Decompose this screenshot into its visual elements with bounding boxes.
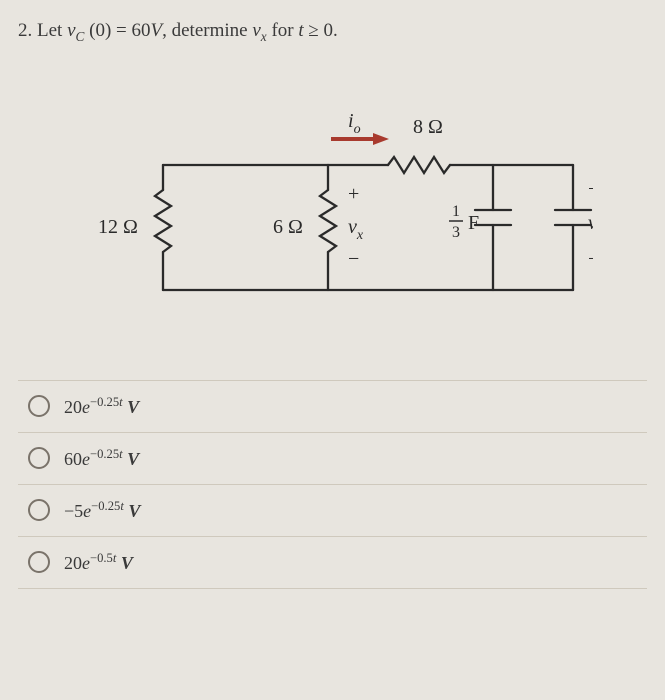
- q-zero: (0) = 60: [84, 20, 150, 41]
- resistor-6: [320, 190, 336, 252]
- q-tail: for: [267, 20, 299, 41]
- coef: −5: [64, 501, 83, 521]
- radio-icon[interactable]: [28, 395, 50, 417]
- option-row[interactable]: 60e−0.25t V: [18, 433, 647, 485]
- exp: −0.25t: [91, 499, 124, 513]
- exp: −0.5t: [90, 551, 116, 565]
- q-mid: , determine: [162, 20, 252, 41]
- page: 2. Let vC (0) = 60V, determine vx for t …: [0, 0, 665, 609]
- q-prefix: Let: [37, 20, 67, 41]
- e: e: [82, 553, 90, 573]
- radio-icon[interactable]: [28, 499, 50, 521]
- q-volt1: V: [151, 20, 163, 41]
- exp: −0.25t: [90, 395, 123, 409]
- q-var-v2: v: [252, 20, 260, 41]
- label-8ohm: 8 Ω: [413, 116, 443, 138]
- label-vc: vC: [588, 212, 593, 239]
- coef: 20: [64, 397, 82, 417]
- coef: 60: [64, 449, 82, 469]
- label-6ohm: 6 Ω: [273, 216, 303, 238]
- exp: −0.25t: [90, 447, 123, 461]
- e: e: [82, 397, 90, 417]
- q-var-v: v: [67, 20, 75, 41]
- e: e: [82, 449, 90, 469]
- unit: V: [127, 397, 139, 417]
- answer-options: 20e−0.25t V 60e−0.25t V −5e−0.25t V 20e−…: [18, 380, 647, 589]
- option-label: −5e−0.25t V: [64, 499, 140, 522]
- option-label: 20e−0.25t V: [64, 395, 139, 418]
- radio-icon[interactable]: [28, 551, 50, 573]
- label-vc-plus: +: [588, 178, 593, 200]
- option-row[interactable]: 20e−0.25t V: [18, 381, 647, 433]
- unit: V: [128, 501, 140, 521]
- resistor-12: [155, 190, 171, 252]
- label-vx: vx: [348, 216, 364, 243]
- resistor-8: [388, 157, 450, 173]
- label-vx-plus: +: [348, 183, 359, 205]
- circuit-svg: io 8 Ω 12 Ω 6 Ω + vx − 1 3 F + vC −: [73, 95, 593, 325]
- e: e: [83, 501, 91, 521]
- label-vx-minus: −: [348, 248, 359, 270]
- coef: 20: [64, 553, 82, 573]
- unit: V: [121, 553, 133, 573]
- label-frac-num: 1: [452, 203, 460, 220]
- option-row[interactable]: 20e−0.5t V: [18, 537, 647, 589]
- question-text: 2. Let vC (0) = 60V, determine vx for t …: [18, 20, 647, 45]
- label-F: F: [468, 212, 479, 234]
- option-label: 60e−0.25t V: [64, 447, 139, 470]
- label-frac-den: 3: [452, 224, 460, 241]
- option-label: 20e−0.5t V: [64, 551, 133, 574]
- radio-icon[interactable]: [28, 447, 50, 469]
- label-12ohm: 12 Ω: [98, 216, 138, 238]
- unit: V: [127, 449, 139, 469]
- option-row[interactable]: −5e−0.25t V: [18, 485, 647, 537]
- q-number: 2.: [18, 20, 32, 41]
- circuit-diagram: io 8 Ω 12 Ω 6 Ω + vx − 1 3 F + vC −: [18, 95, 647, 325]
- label-vc-minus: −: [588, 248, 593, 270]
- label-io: io: [348, 110, 361, 137]
- q-geq: ≥ 0.: [304, 20, 338, 41]
